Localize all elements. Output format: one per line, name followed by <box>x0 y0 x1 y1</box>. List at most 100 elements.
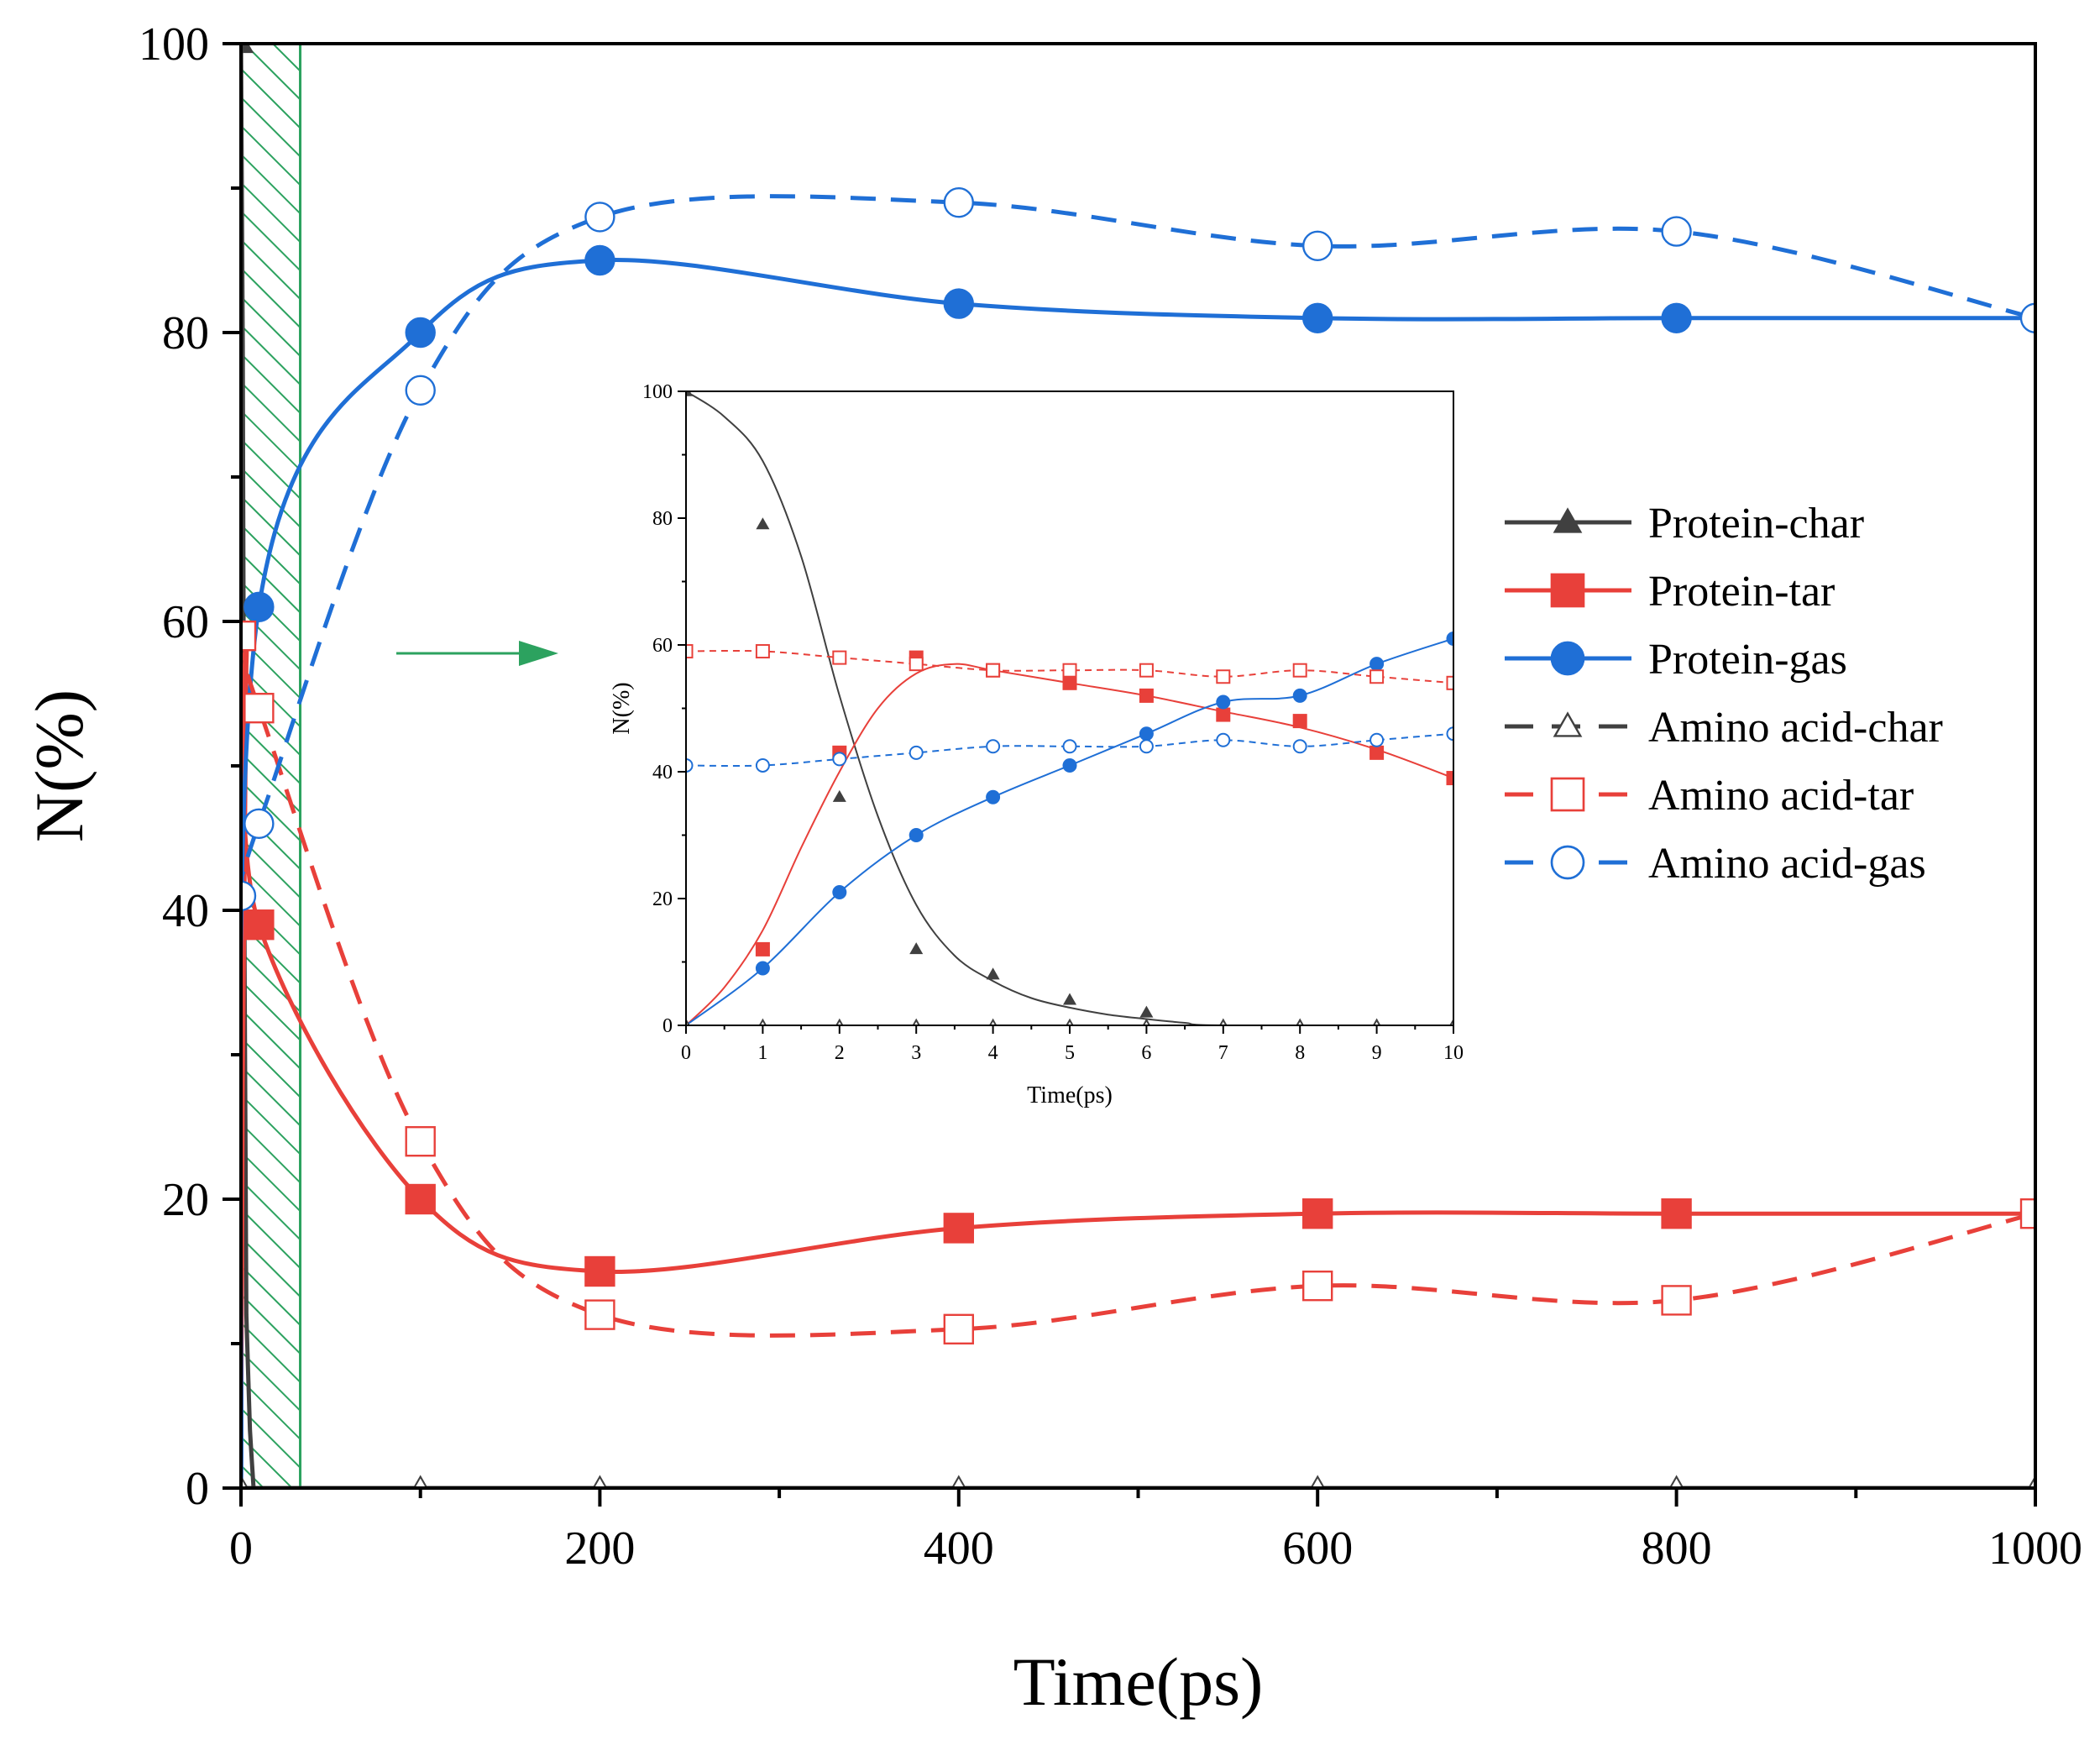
inset-x-tick-label: 7 <box>1218 1042 1228 1064</box>
inset-marker-protein-tar <box>1292 714 1307 729</box>
marker-amino-acid-gas <box>1661 216 1692 247</box>
inset-marker-amino-acid-gas <box>755 757 770 773</box>
x-tick-label: 1000 <box>1988 1522 2082 1575</box>
main-plot: 0 200 400 600 800 1000 0 20 40 60 80 100 Time(ps) N(%… <box>21 18 2082 1720</box>
series-line-protein-char <box>241 44 2035 1488</box>
inset-line-protein-gas <box>686 637 1453 1025</box>
legend-marker <box>1550 573 1585 608</box>
marker-amino-acid-gas <box>584 202 615 233</box>
inset-y-tick-label: 80 <box>652 508 673 530</box>
legend-item-protein-gas: Protein-gas <box>1505 636 1847 684</box>
inset-marker-protein-gas <box>1139 726 1154 742</box>
inset-marker-protein-char <box>909 942 924 955</box>
inset-marker-protein-gas <box>1446 631 1453 646</box>
marker-amino-acid-gas <box>943 187 974 218</box>
inset-marker-amino-acid-tar <box>755 644 770 659</box>
marker-amino-acid-gas <box>1302 230 1333 261</box>
inset-marker-amino-acid-tar <box>1446 675 1453 690</box>
inset-marker-amino-acid-gas <box>1446 726 1453 742</box>
inset-marker-protein-gas <box>1062 757 1077 773</box>
inset-line-protein-tar <box>686 663 1453 1025</box>
inset-y-tick-label: 40 <box>652 762 673 784</box>
inset-marker-amino-acid-gas <box>1062 739 1077 754</box>
inset-marker-amino-acid-gas <box>832 752 847 767</box>
inset-y-tick-label: 20 <box>652 888 673 910</box>
legend: Protein-char Protein-tar Protein-gas Amino … <box>1505 500 1943 888</box>
legend-label: Amino acid-char <box>1648 704 1943 752</box>
inset-line-amino-acid-tar <box>686 649 1453 684</box>
inset-marker-protein-char <box>756 517 770 530</box>
inset-marker-amino-acid-tar <box>832 650 847 665</box>
zoom-arrow <box>396 641 558 666</box>
inset-y-axis-label: N(%) <box>609 682 635 734</box>
inset-marker-protein-gas <box>1292 688 1307 703</box>
inset-marker-protein-gas <box>832 884 847 899</box>
legend-marker <box>1553 507 1583 533</box>
inset-x-tick-label: 5 <box>1065 1042 1075 1064</box>
y-tick-label: 0 <box>186 1463 209 1515</box>
x-tick-label: 200 <box>564 1522 635 1575</box>
marker-protein-gas <box>1661 302 1692 333</box>
inset-marker-protein-char <box>1139 1005 1154 1018</box>
inset-marker-amino-acid-tar <box>1216 669 1231 684</box>
inset-marker-protein-tar <box>755 941 770 956</box>
inset-line-amino-acid-gas <box>686 732 1453 768</box>
inset-marker-protein-tar <box>1369 745 1385 760</box>
marker-amino-acid-tar <box>584 1299 615 1330</box>
series-line-protein-gas <box>241 258 2035 1488</box>
inset-marker-amino-acid-tar <box>686 644 694 659</box>
inset-marker-amino-acid-gas <box>1216 732 1231 747</box>
marker-amino-acid-gas <box>244 808 275 839</box>
highlight-band <box>239 42 302 1490</box>
inset-marker-protein-gas <box>1369 657 1385 672</box>
x-tick-label: 400 <box>924 1522 994 1575</box>
inset-marker-amino-acid-tar <box>1062 663 1077 678</box>
inset-marker-protein-tar <box>1446 771 1453 786</box>
marker-protein-tar <box>405 1183 436 1215</box>
inset-y-tick-label: 60 <box>652 635 673 657</box>
inset-x-tick-label: 10 <box>1443 1042 1464 1064</box>
inset-marker-amino-acid-gas <box>686 757 694 773</box>
marker-protein-gas <box>584 244 615 276</box>
marker-protein-tar <box>1302 1198 1333 1229</box>
marker-protein-gas <box>244 591 275 622</box>
inset-y-tick-label: 100 <box>642 381 673 403</box>
inset-x-tick-label: 2 <box>835 1042 845 1064</box>
marker-protein-gas <box>1302 302 1333 333</box>
x-tick-label: 800 <box>1642 1522 1712 1575</box>
inset-marker-protein-tar <box>1139 688 1154 703</box>
legend-marker <box>1550 777 1585 812</box>
legend-marker <box>1550 641 1585 676</box>
marker-amino-acid-gas <box>241 880 257 911</box>
inset-marker-amino-acid-gas <box>1369 732 1385 747</box>
legend-item-amino-acid-gas: Amino acid-gas <box>1505 840 1926 888</box>
inset-marker-protein-gas <box>986 789 1001 804</box>
legend-label: Amino acid-tar <box>1648 772 1914 820</box>
inset-marker-amino-acid-tar <box>909 657 924 672</box>
inset-x-tick-label: 8 <box>1295 1042 1305 1064</box>
marker-amino-acid-gas <box>2019 302 2035 333</box>
inset-x-axis-label: Time(ps) <box>1027 1082 1113 1108</box>
x-tick-label: 600 <box>1282 1522 1353 1575</box>
arrow-head <box>519 641 558 666</box>
marker-amino-acid-tar <box>1302 1271 1333 1302</box>
x-tick-label: 0 <box>229 1522 253 1575</box>
marker-protein-tar <box>1661 1198 1692 1229</box>
legend-label: Amino acid-gas <box>1648 840 1926 888</box>
inset-x-tick-label: 3 <box>911 1042 921 1064</box>
inset-marker-amino-acid-gas <box>909 745 924 760</box>
inset-marker-protein-tar <box>1216 707 1231 722</box>
inset-x-tick-label: 1 <box>757 1042 767 1064</box>
legend-item-protein-char: Protein-char <box>1505 500 1864 548</box>
inset-marker-protein-gas <box>755 961 770 976</box>
y-tick-label: 40 <box>162 885 209 937</box>
inset-x-tick-label: 4 <box>988 1042 998 1064</box>
inset-marker-protein-char <box>832 789 846 802</box>
y-tick-label: 100 <box>139 18 209 71</box>
inset-line-protein-char <box>686 391 1453 1025</box>
legend-label: Protein-char <box>1648 500 1864 548</box>
marker-amino-acid-tar <box>1661 1285 1692 1316</box>
